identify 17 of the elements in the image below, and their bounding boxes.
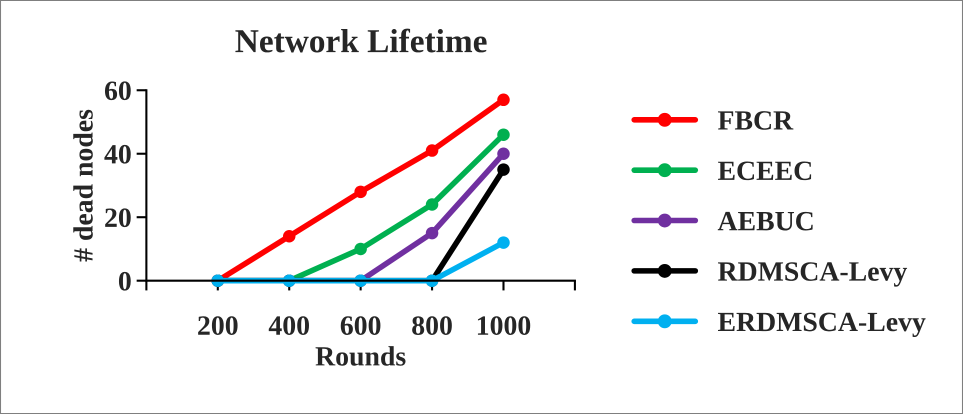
x-tick-label: 200: [198, 316, 238, 335]
x-tick-label: 1000: [478, 316, 530, 335]
x-tick-label: 600: [340, 316, 380, 335]
legend-label: ERDMSCA-Levy: [718, 312, 926, 338]
y-tick-label: 40: [104, 144, 131, 164]
x-tick-label: 400: [268, 316, 309, 335]
y-axis-title: # dead nodes: [73, 110, 93, 262]
y-tick-label: 20: [105, 208, 131, 228]
legend-label: RDMSCA-Levy: [718, 262, 908, 287]
chart-title: Network Lifetime: [235, 28, 487, 52]
legend-label: FBCR: [718, 111, 794, 130]
y-tick-label: 60: [104, 81, 131, 100]
legend-label: ECEEC: [718, 161, 812, 180]
legend-label: AEBUC: [718, 212, 813, 231]
y-tick-label: 0: [118, 272, 131, 291]
x-tick-label: 800: [412, 316, 452, 335]
x-axis-title: Rounds: [316, 346, 406, 366]
